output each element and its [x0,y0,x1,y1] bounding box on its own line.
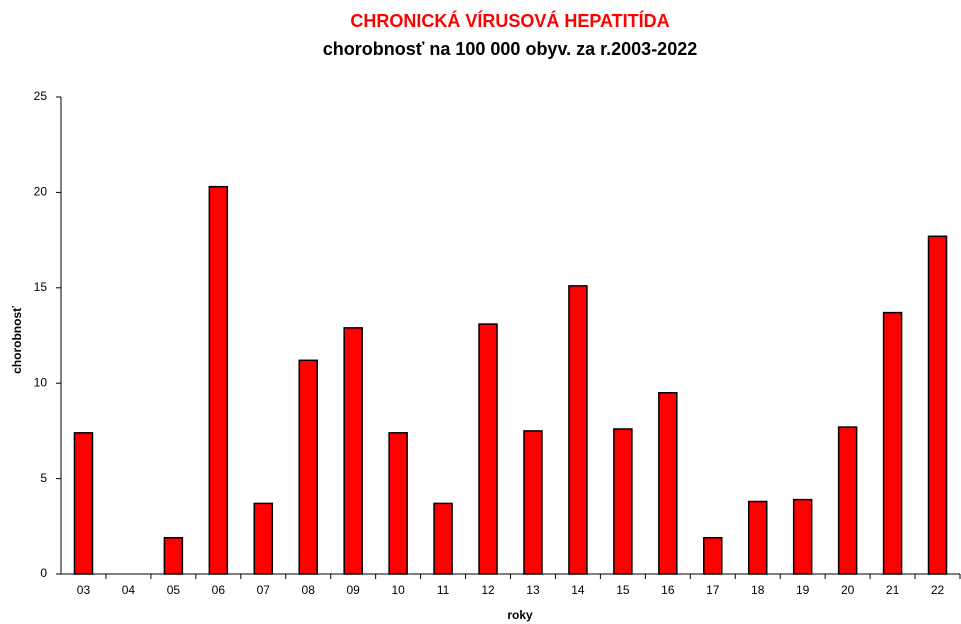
bar [927,235,948,575]
x-tick-label: 18 [751,583,765,597]
bar [747,500,768,575]
bar [73,432,94,575]
bar [163,536,184,575]
bar [478,323,498,575]
bar [208,185,229,575]
bar [298,359,318,575]
bar [388,432,408,575]
x-tick-label: 17 [706,583,720,597]
bar [523,430,543,575]
x-tick-label: 13 [526,583,540,597]
y-tick-label: 0 [40,566,47,580]
x-tick-label: 20 [841,583,855,597]
x-tick-label: 15 [616,583,630,597]
bar [837,426,858,575]
chart-subtitle: chorobnosť na 100 000 obyv. za r.2003-20… [323,39,697,59]
bar [253,502,274,575]
x-tick-label: 10 [391,583,405,597]
x-tick-label: 09 [346,583,360,597]
y-axis-title: chorobnosť [10,306,24,374]
bar [433,502,453,575]
y-tick-label: 15 [34,280,48,294]
x-tick-label: 06 [212,583,226,597]
y-tick-label: 10 [34,375,48,389]
x-tick-label: 04 [122,583,136,597]
chart-title: CHRONICKÁ VÍRUSOVÁ HEPATITÍDA [350,10,669,31]
x-tick-label: 08 [302,583,316,597]
bar [613,428,633,575]
bar [703,536,723,575]
x-tick-label: 12 [481,583,495,597]
bar [658,391,678,575]
x-tick-label: 05 [167,583,181,597]
bar [792,498,813,575]
x-tick-label: 21 [886,583,900,597]
x-tick-label: 19 [796,583,810,597]
x-tick-label: 03 [77,583,91,597]
x-tick-label: 07 [257,583,271,597]
y-tick-label: 20 [34,185,48,199]
x-tick-label: 22 [931,583,945,597]
x-axis-title: roky [507,608,533,622]
bar [343,327,363,575]
y-tick-label: 25 [34,89,48,103]
bar [568,285,588,575]
y-tick-label: 5 [40,471,47,485]
x-tick-label: 16 [661,583,675,597]
bar [882,311,903,575]
x-tick-label: 14 [571,583,585,597]
x-tick-label: 11 [437,583,450,597]
